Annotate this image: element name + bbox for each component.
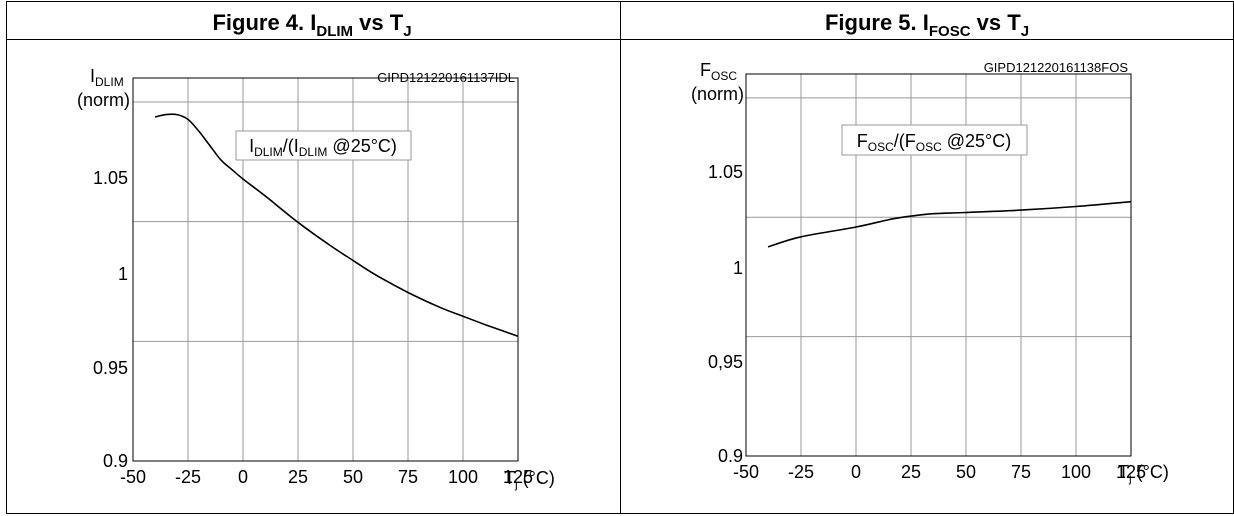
figure-4-y-label: IDLIM (90, 66, 124, 89)
x-tick-label: 25 (288, 467, 308, 487)
figure-4-plot-area (132, 77, 519, 462)
x-tick-label: 125 (503, 467, 533, 487)
x-tick-label: 100 (448, 467, 478, 487)
y-tick-label: 0.9 (103, 451, 128, 471)
figure-4-x-label: Tj (°C) (504, 468, 555, 491)
x-tick-label: -50 (733, 462, 759, 482)
series-line (154, 113, 519, 338)
figure-4-legend-box (235, 130, 412, 161)
figure-4-y-unit: (norm) (77, 90, 130, 110)
y-tick-label: 1.05 (708, 162, 743, 182)
figure-5-y-tick-labels: 0.9 0,95 1 1.05 (708, 162, 743, 466)
x-tick-label: -50 (120, 467, 146, 487)
figure-4-x-tick-labels: -50 -25 0 25 50 75 100 125 (120, 467, 533, 487)
figure-5-y-unit: (norm) (691, 84, 744, 104)
figure-5-legend-label: FOSC/(FOSC @25°C) (857, 131, 1012, 154)
x-tick-label: -25 (788, 462, 814, 482)
figure-5-plot-area (745, 73, 1132, 457)
figure-5-series (767, 200, 1132, 248)
y-tick-label: 1.05 (93, 168, 128, 188)
figure-4-panel: Figure 4. IDLIM vs TJ GIPD121220161137ID… (77, 10, 555, 491)
series-line (767, 200, 1132, 248)
x-tick-label: 0 (238, 467, 248, 487)
x-tick-label: -25 (175, 467, 201, 487)
x-tick-label: 50 (956, 462, 976, 482)
y-tick-label: 0.9 (718, 446, 743, 466)
figure-5-x-tick-labels: -50 -25 0 25 50 75 100 125 (733, 462, 1146, 482)
figure-5-legend-box (841, 124, 1028, 156)
figure-5-y-label: FOSC (700, 60, 737, 83)
figure-5-panel: Figure 5. IFOSC vs TJ GIPD121220161138FO… (691, 10, 1169, 485)
x-tick-label: 125 (1116, 462, 1146, 482)
figure-4-series (154, 113, 519, 338)
x-tick-label: 50 (343, 467, 363, 487)
y-tick-label: 0.95 (93, 358, 128, 378)
x-tick-label: 75 (1011, 462, 1031, 482)
figure-4-y-tick-labels: 0.9 0.95 1 1.05 (93, 168, 128, 471)
y-tick-label: 1 (733, 258, 743, 278)
figure-4-legend-label: IDLIM/(IDLIM @25°C) (249, 136, 397, 159)
y-tick-label: 1 (118, 264, 128, 284)
figure-4-title: Figure 4. IDLIM vs TJ (212, 10, 411, 40)
y-tick-label: 0,95 (708, 352, 743, 372)
x-tick-label: 0 (851, 462, 861, 482)
figure-5-title: Figure 5. IFOSC vs TJ (825, 10, 1029, 40)
x-tick-label: 25 (901, 462, 921, 482)
figure-5-code: GIPD121220161138FOS (984, 60, 1129, 75)
x-tick-label: 100 (1061, 462, 1091, 482)
figure-5-x-label: Tj (°C) (1118, 462, 1169, 485)
x-tick-label: 75 (398, 467, 418, 487)
